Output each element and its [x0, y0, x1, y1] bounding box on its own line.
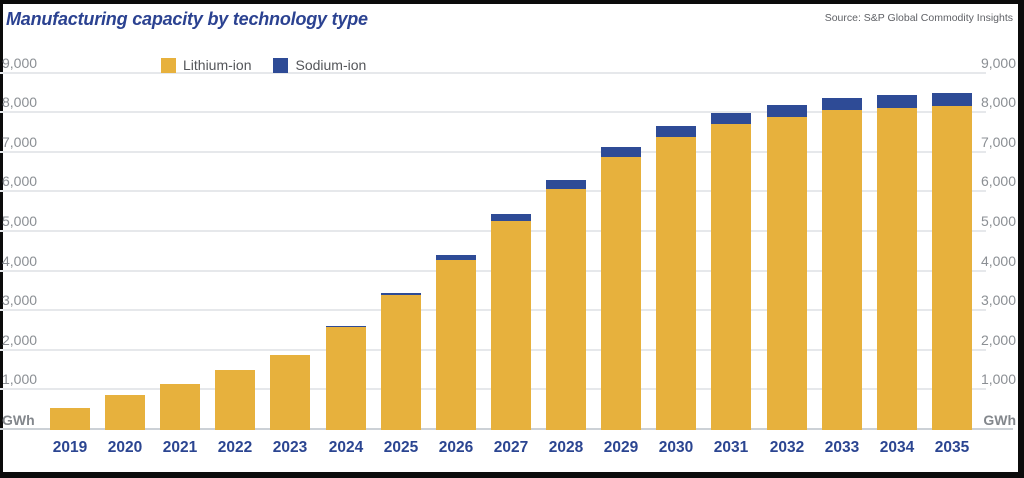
y-tick-right: 5,000 [980, 213, 1016, 229]
bar-sodium-2024 [326, 326, 366, 327]
x-tick-2024: 2024 [328, 439, 364, 456]
bar-lithium-2026 [436, 260, 476, 430]
bar-lithium-2025 [381, 294, 421, 430]
gridline-8000 [0, 111, 986, 113]
x-tick-2027: 2027 [493, 439, 529, 456]
source-attribution: Source: S&P Global Commodity Insights [824, 12, 1013, 24]
x-tick-2023: 2023 [272, 439, 308, 456]
bar-lithium-2019 [50, 407, 90, 430]
bar-lithium-2027 [491, 220, 531, 430]
bar-sodium-2029 [601, 147, 641, 158]
bar-lithium-2022 [215, 370, 255, 430]
y-tick-right: 9,000 [980, 55, 1016, 71]
y-tick-right: 2,000 [980, 332, 1016, 348]
bar-sodium-2030 [656, 126, 696, 138]
y-tick-left: 7,000 [2, 134, 38, 150]
x-tick-2030: 2030 [658, 439, 694, 456]
frame-edge-left [0, 0, 3, 478]
x-tick-2034: 2034 [879, 439, 915, 456]
frame-edge-bottom [0, 472, 1024, 478]
bar-lithium-2024 [326, 327, 366, 430]
y-tick-right: 7,000 [980, 134, 1016, 150]
x-tick-2025: 2025 [383, 439, 419, 456]
x-tick-2031: 2031 [713, 439, 749, 456]
bar-lithium-2021 [160, 384, 200, 430]
bar-sodium-2034 [877, 94, 917, 108]
legend-item-sodium: Sodium-ion [273, 57, 366, 73]
y-tick-right: 3,000 [980, 292, 1016, 308]
bar-sodium-2031 [711, 112, 751, 124]
bar-lithium-2028 [546, 188, 586, 430]
x-tick-2022: 2022 [217, 439, 253, 456]
y-tick-left: 1,000 [2, 371, 38, 387]
y-tick-left: 3,000 [2, 292, 38, 308]
x-tick-2035: 2035 [934, 439, 970, 456]
y-tick-right: 1,000 [980, 371, 1016, 387]
y-tick-left: 6,000 [2, 173, 38, 189]
bar-sodium-2026 [436, 254, 476, 261]
bar-sodium-2025 [381, 292, 421, 295]
bar-lithium-2035 [932, 105, 972, 430]
bar-lithium-2033 [822, 110, 862, 430]
sodium-swatch-icon [273, 57, 289, 73]
x-tick-2019: 2019 [52, 439, 88, 456]
x-tick-2033: 2033 [824, 439, 860, 456]
frame-edge-top [0, 0, 1024, 4]
bar-lithium-2029 [601, 157, 641, 430]
bar-sodium-2033 [822, 97, 862, 111]
bar-sodium-2027 [491, 213, 531, 221]
bar-lithium-2031 [711, 123, 751, 430]
bar-lithium-2020 [105, 394, 145, 430]
legend-label-sodium: Sodium-ion [295, 57, 367, 73]
x-tick-2028: 2028 [548, 439, 584, 456]
unit-label-left: GWh [2, 412, 35, 428]
bar-lithium-2032 [767, 117, 807, 430]
gridline-9000 [0, 72, 986, 74]
unit-label-right: GWh [983, 412, 1016, 428]
chart-title: Manufacturing capacity by technology typ… [6, 9, 368, 29]
bar-sodium-2032 [767, 105, 807, 118]
bar-sodium-2028 [546, 180, 586, 189]
gridline-7000 [0, 151, 986, 153]
x-tick-2021: 2021 [162, 439, 198, 456]
x-tick-2020: 2020 [107, 439, 143, 456]
legend-item-lithium: Lithium-ion [161, 57, 251, 73]
legend: Lithium-ion Sodium-ion [161, 57, 366, 73]
y-tick-left: 5,000 [2, 213, 38, 229]
gridline-6000 [0, 190, 986, 192]
x-tick-2026: 2026 [438, 439, 474, 456]
y-tick-left: 2,000 [2, 332, 38, 348]
x-tick-2032: 2032 [769, 439, 805, 456]
y-tick-right: 4,000 [980, 253, 1016, 269]
bar-lithium-2034 [877, 107, 917, 430]
y-tick-right: 8,000 [980, 94, 1016, 110]
legend-label-lithium: Lithium-ion [183, 57, 252, 73]
y-tick-left: 8,000 [2, 94, 38, 110]
lithium-swatch-icon [161, 57, 176, 73]
frame-edge-right [1018, 0, 1024, 478]
bar-lithium-2030 [656, 137, 696, 430]
y-tick-left: 4,000 [2, 253, 38, 269]
y-tick-right: 6,000 [980, 173, 1016, 189]
x-tick-2029: 2029 [603, 439, 639, 456]
y-tick-left: 9,000 [2, 55, 38, 71]
bar-sodium-2035 [932, 92, 972, 106]
bar-lithium-2023 [270, 354, 310, 430]
